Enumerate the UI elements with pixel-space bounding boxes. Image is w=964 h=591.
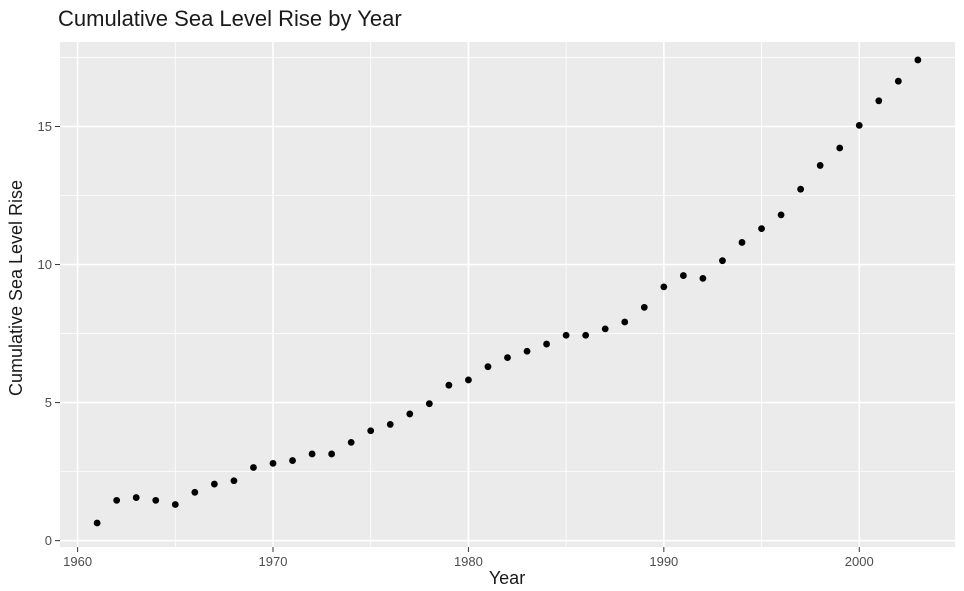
- y-tick-label: 5: [45, 395, 52, 410]
- data-point: [171, 501, 179, 508]
- data-point: [504, 354, 511, 361]
- data-point: [719, 257, 726, 265]
- data-point: [777, 211, 785, 219]
- data-point: [347, 438, 355, 446]
- data-point: [758, 225, 765, 233]
- x-tick-label: 1960: [63, 554, 92, 569]
- data-point: [465, 376, 472, 384]
- data-points: [93, 56, 922, 527]
- data-point: [269, 459, 277, 467]
- data-point: [679, 272, 687, 279]
- data-point: [425, 400, 433, 408]
- data-point: [621, 318, 629, 326]
- data-point: [113, 496, 121, 504]
- data-point: [289, 457, 296, 464]
- y-tick-label: 10: [38, 257, 52, 272]
- data-point: [230, 477, 238, 485]
- data-point: [308, 450, 316, 458]
- data-point: [523, 347, 531, 355]
- data-point: [601, 325, 609, 333]
- data-point: [445, 381, 453, 389]
- y-tick-label: 15: [38, 119, 52, 134]
- data-point: [875, 97, 883, 105]
- y-axis-label: Cumulative Sea Level Rise: [6, 180, 26, 396]
- x-axis-ticks: 1960 1970 1980 1990 2000: [63, 547, 874, 569]
- data-point: [562, 331, 570, 339]
- y-axis-ticks: 0 5 10 15: [38, 119, 60, 548]
- x-tick-label: 1980: [454, 554, 483, 569]
- data-point: [406, 410, 414, 418]
- data-point: [543, 340, 550, 348]
- x-tick-label: 1970: [259, 554, 288, 569]
- data-point: [132, 494, 140, 501]
- data-point: [484, 363, 492, 371]
- data-point: [797, 185, 805, 193]
- data-point: [191, 488, 199, 496]
- data-point: [699, 274, 707, 282]
- data-point: [328, 450, 336, 458]
- data-point: [816, 162, 824, 169]
- data-point: [210, 480, 218, 488]
- data-point: [582, 331, 590, 339]
- data-point: [367, 427, 375, 435]
- data-point: [836, 144, 844, 152]
- chart-title: Cumulative Sea Level Rise by Year: [58, 6, 402, 31]
- data-point: [660, 283, 668, 291]
- data-point: [152, 496, 160, 504]
- x-tick-label: 1990: [649, 554, 678, 569]
- data-point: [738, 239, 746, 246]
- x-axis-label: Year: [489, 568, 525, 588]
- data-point: [386, 421, 394, 428]
- data-point: [914, 56, 922, 64]
- x-tick-label: 2000: [845, 554, 874, 569]
- data-point: [93, 519, 101, 527]
- y-tick-label: 0: [45, 533, 52, 548]
- data-point: [894, 77, 902, 85]
- data-point: [250, 464, 257, 471]
- data-point: [640, 303, 648, 311]
- data-point: [855, 121, 863, 129]
